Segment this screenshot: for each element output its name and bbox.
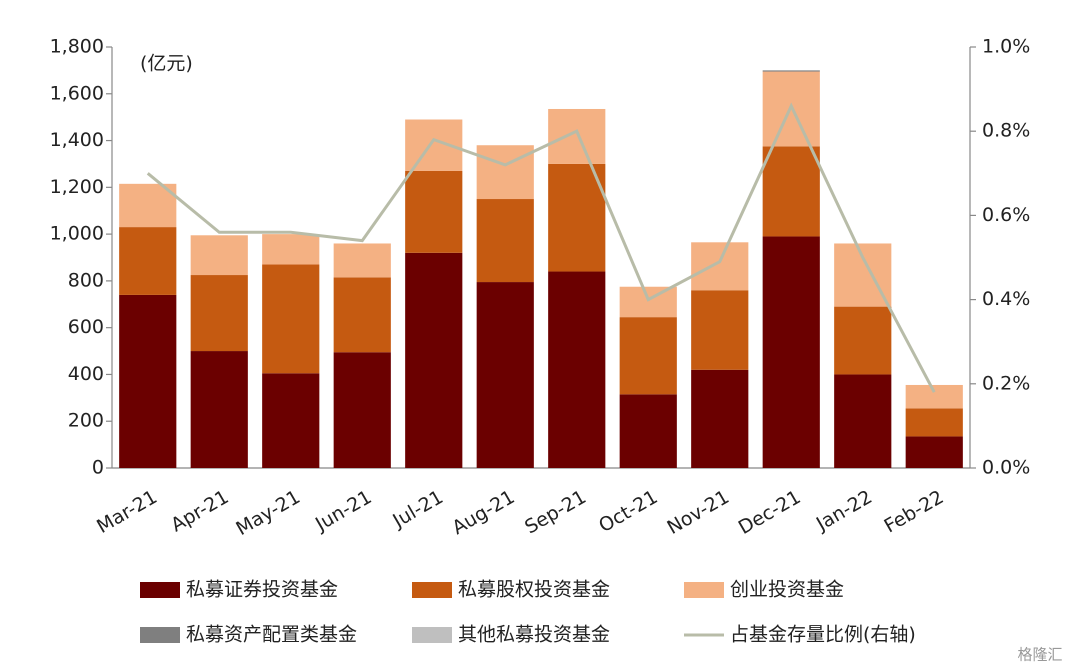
line-series bbox=[146, 102, 936, 393]
bar bbox=[905, 384, 963, 409]
watermark: 格隆汇 bbox=[1017, 646, 1062, 664]
x-tick-label: Aug-21 bbox=[448, 486, 518, 539]
bar bbox=[762, 70, 820, 72]
y-tick-label: 1,000 bbox=[50, 223, 104, 245]
bar bbox=[691, 290, 749, 370]
bar bbox=[333, 243, 391, 278]
y-tick-label: 400 bbox=[68, 363, 104, 385]
bar bbox=[190, 235, 248, 276]
y-tick-label: 0.4% bbox=[982, 288, 1030, 310]
bar bbox=[190, 275, 248, 352]
y-tick-label: 1.0% bbox=[982, 36, 1030, 58]
bar bbox=[476, 282, 534, 468]
x-tick-label: Nov-21 bbox=[663, 486, 733, 539]
bar bbox=[476, 145, 534, 200]
unit-label: (亿元) bbox=[140, 53, 193, 75]
bar bbox=[905, 408, 963, 437]
legend-marker bbox=[140, 627, 180, 643]
legend-label: 私募证券投资基金 bbox=[186, 579, 338, 601]
legend-label: 私募资产配置类基金 bbox=[186, 624, 357, 646]
y-tick-label: 200 bbox=[68, 410, 104, 432]
bar bbox=[119, 227, 177, 295]
y-tick-label: 1,400 bbox=[50, 129, 104, 151]
x-tick-label: Dec-21 bbox=[735, 486, 805, 539]
bar bbox=[834, 306, 892, 375]
bar bbox=[262, 234, 320, 265]
legend-marker bbox=[684, 582, 724, 598]
bar bbox=[762, 146, 820, 237]
legend-marker bbox=[412, 582, 452, 598]
legend-label: 私募股权投资基金 bbox=[458, 579, 610, 601]
x-tick-label: Jul-21 bbox=[388, 486, 447, 533]
legend-label: 创业投资基金 bbox=[730, 579, 844, 601]
y-tick-label: 800 bbox=[68, 269, 104, 291]
bar bbox=[691, 242, 749, 291]
x-tick-label: Jan-22 bbox=[812, 486, 876, 536]
x-tick-label: Sep-21 bbox=[521, 486, 590, 538]
bar bbox=[119, 294, 177, 468]
x-tick-label: Jun-21 bbox=[311, 486, 375, 536]
y-tick-label: 0 bbox=[92, 457, 104, 479]
legend-marker bbox=[412, 627, 452, 643]
bar bbox=[548, 108, 606, 164]
legend-marker bbox=[140, 582, 180, 598]
bar bbox=[405, 170, 463, 253]
bar bbox=[548, 271, 606, 468]
bar bbox=[262, 373, 320, 468]
y-tick-label: 600 bbox=[68, 316, 104, 338]
bar bbox=[548, 163, 606, 272]
legend-label: 占基金存量比例(右轴) bbox=[730, 624, 916, 646]
y-tick-label: 0.8% bbox=[982, 120, 1030, 142]
bar bbox=[405, 252, 463, 468]
bar bbox=[333, 352, 391, 468]
x-tick-label: Apr-21 bbox=[167, 486, 232, 536]
bar bbox=[762, 236, 820, 468]
bar bbox=[119, 183, 177, 228]
bar bbox=[905, 436, 963, 468]
bar bbox=[262, 264, 320, 374]
bar bbox=[190, 351, 248, 468]
bar bbox=[834, 374, 892, 468]
y-tick-label: 1,600 bbox=[50, 82, 104, 104]
y-tick-label: 0.2% bbox=[982, 372, 1030, 394]
bar bbox=[691, 369, 749, 468]
bar bbox=[619, 286, 677, 318]
x-tick-label: Mar-21 bbox=[93, 486, 161, 538]
x-tick-label: Oct-21 bbox=[595, 486, 661, 537]
bar bbox=[333, 277, 391, 353]
bar bbox=[476, 199, 534, 283]
y-tick-label: 0.0% bbox=[982, 457, 1030, 479]
y-tick-label: 1,200 bbox=[50, 176, 104, 198]
bar bbox=[619, 317, 677, 395]
x-tick-label: Feb-22 bbox=[880, 486, 947, 537]
legend-label: 其他私募投资基金 bbox=[458, 624, 610, 646]
y-tick-label: 0.6% bbox=[982, 204, 1030, 226]
y-tick-label: 1,800 bbox=[50, 36, 104, 58]
x-tick-label: May-21 bbox=[232, 486, 304, 540]
bar bbox=[619, 394, 677, 468]
